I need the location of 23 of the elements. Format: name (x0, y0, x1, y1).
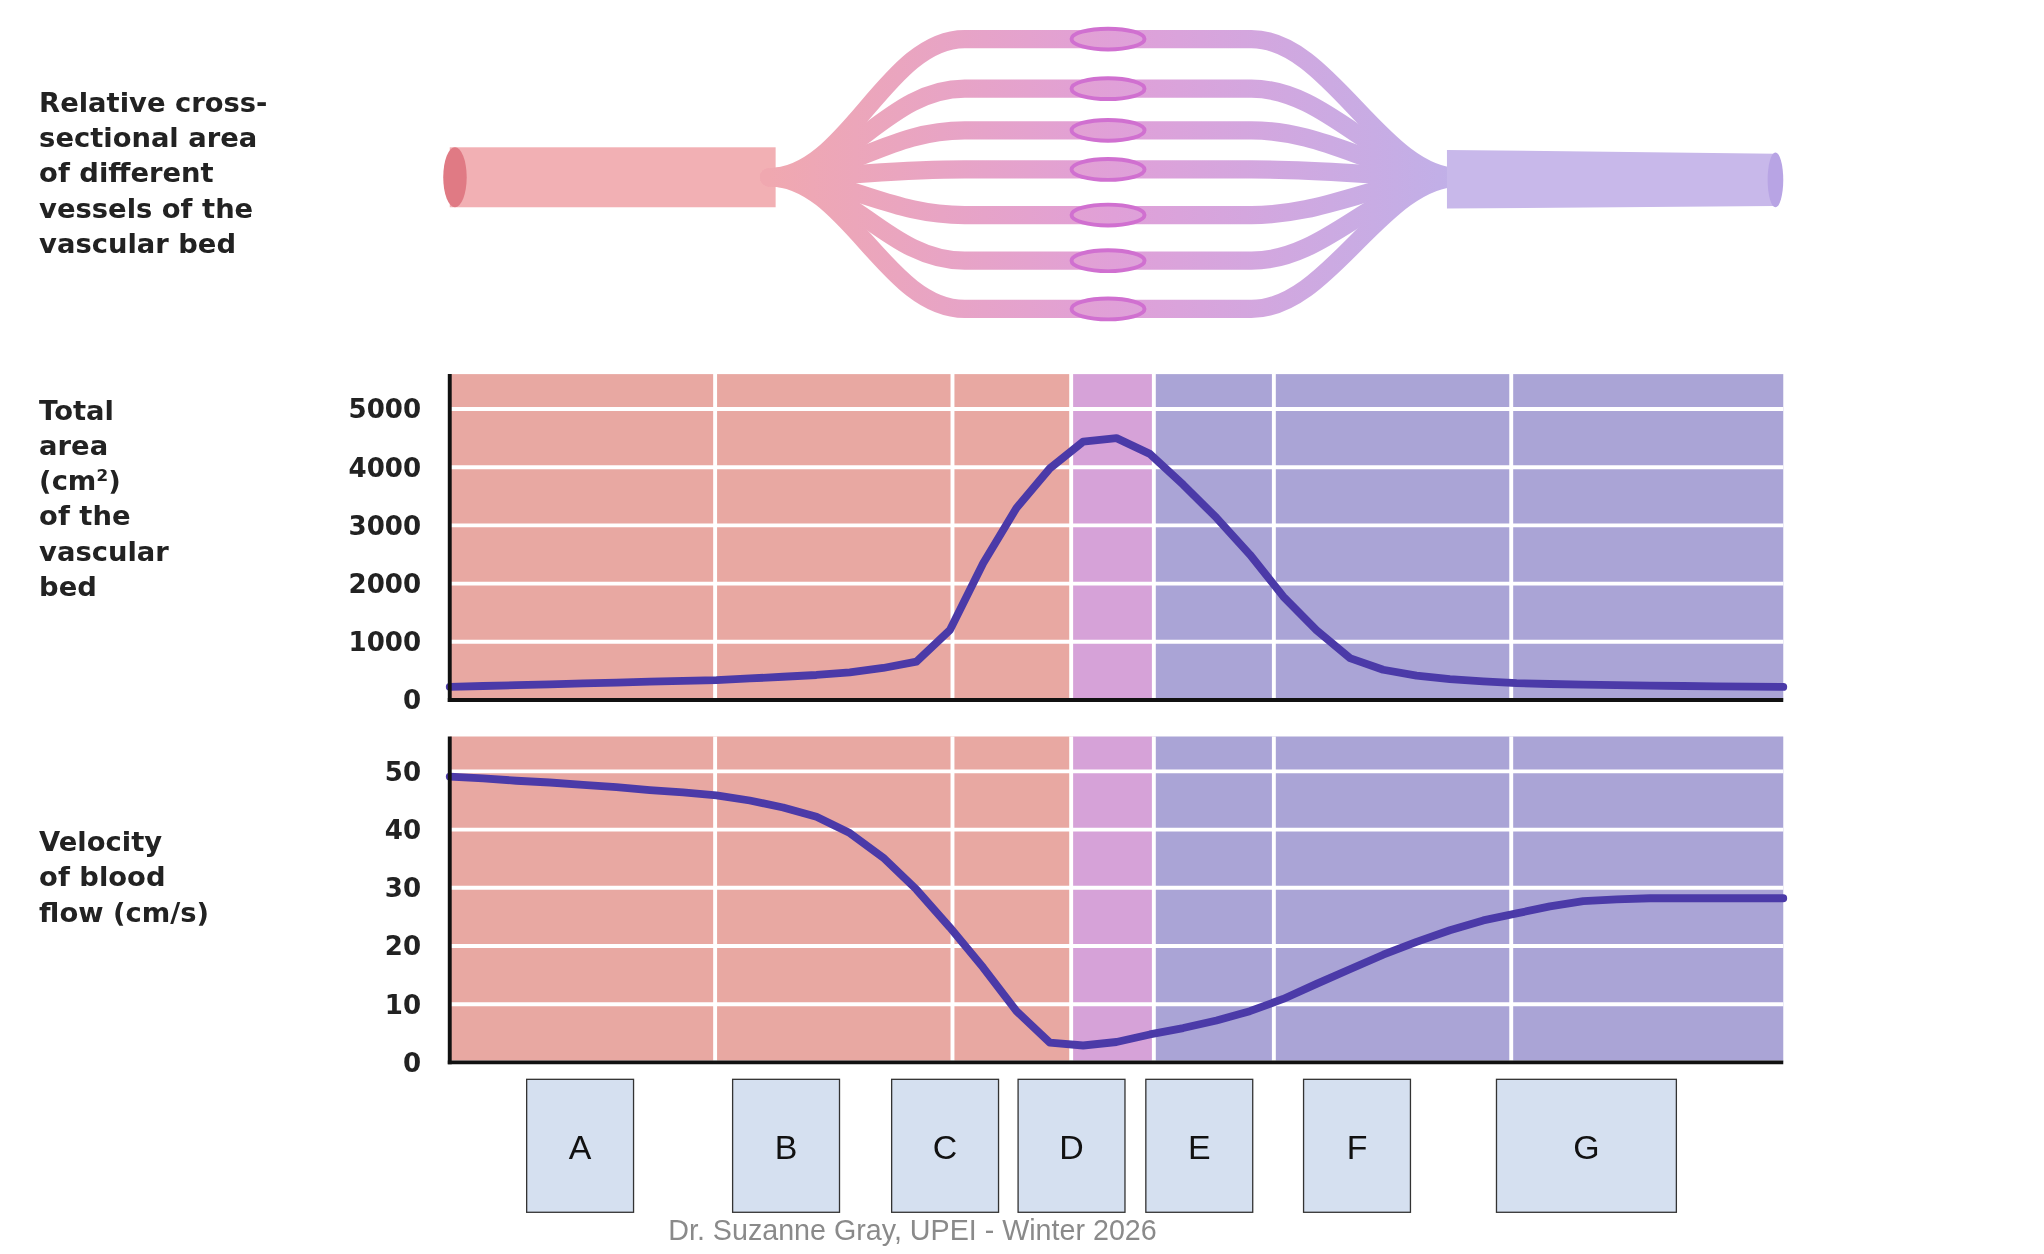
y-axis-title: Total area (cm²) of the vascular bed (39, 394, 170, 602)
y-axis-title: Velocity of blood flow (cm/s) (39, 826, 210, 928)
text: C (932, 1128, 958, 1167)
text: Dr. Suzanne Gray, UPEI - Winter 2026 (668, 1213, 1157, 1246)
text: D (1059, 1128, 1084, 1167)
y-tick-label: 40 (384, 814, 422, 845)
y-tick-label: 0 (402, 685, 422, 716)
y-tick-label: 5000 (348, 394, 422, 425)
y-tick-label: 30 (384, 873, 422, 904)
text: E (1187, 1128, 1211, 1167)
y-tick-label: 20 (384, 931, 422, 962)
text: G (1573, 1128, 1600, 1167)
text: F (1346, 1128, 1368, 1167)
text: Relative cross-sectional area of different vessels of the vascular bed (39, 87, 268, 259)
y-tick-label: 0 (402, 1047, 422, 1078)
y-tick-label: 10 (384, 989, 422, 1020)
text: A (568, 1128, 592, 1167)
text: B (774, 1128, 798, 1167)
y-tick-label: 4000 (348, 452, 422, 483)
y-tick-label: 50 (384, 756, 422, 787)
y-tick-label: 1000 (348, 627, 422, 658)
y-tick-label: 3000 (348, 510, 422, 541)
y-tick-label: 2000 (348, 569, 422, 599)
